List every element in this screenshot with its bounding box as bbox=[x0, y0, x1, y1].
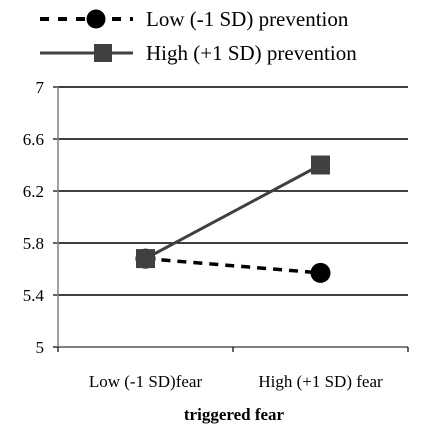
data-point-square bbox=[311, 155, 330, 175]
gridlines bbox=[58, 86, 408, 348]
y-tick-label: 5 bbox=[36, 338, 45, 357]
data-point-circle bbox=[86, 9, 106, 29]
data-point-circle bbox=[310, 262, 331, 283]
axes bbox=[53, 86, 409, 352]
legend: Low (-1 SD) prevention High (+1 SD) preve… bbox=[40, 7, 357, 65]
y-tick-label: 6.2 bbox=[23, 182, 44, 201]
data-point-square bbox=[94, 44, 112, 62]
y-tick-label: 5.4 bbox=[23, 286, 45, 305]
y-tick-label: 6.6 bbox=[23, 130, 44, 149]
x-axis-title: triggered fear bbox=[184, 405, 285, 424]
x-tick-label: Low (-1 SD)fear bbox=[89, 372, 203, 391]
legend-label: High (+1 SD) prevention bbox=[146, 41, 357, 65]
x-tick-label: High (+1 SD) fear bbox=[258, 372, 383, 391]
y-tick-label: 5.8 bbox=[23, 234, 44, 253]
series-layer bbox=[135, 155, 331, 283]
tick-labels: 5 5.4 5.8 6.2 6.6 7 Low (-1 SD)fear High (+1 SD… bbox=[23, 78, 383, 391]
series-line bbox=[144, 163, 322, 260]
legend-label: Low (-1 SD) prevention bbox=[146, 7, 349, 31]
y-tick-label: 7 bbox=[36, 78, 45, 97]
data-point-square bbox=[136, 249, 155, 269]
series-line bbox=[145, 256, 321, 275]
